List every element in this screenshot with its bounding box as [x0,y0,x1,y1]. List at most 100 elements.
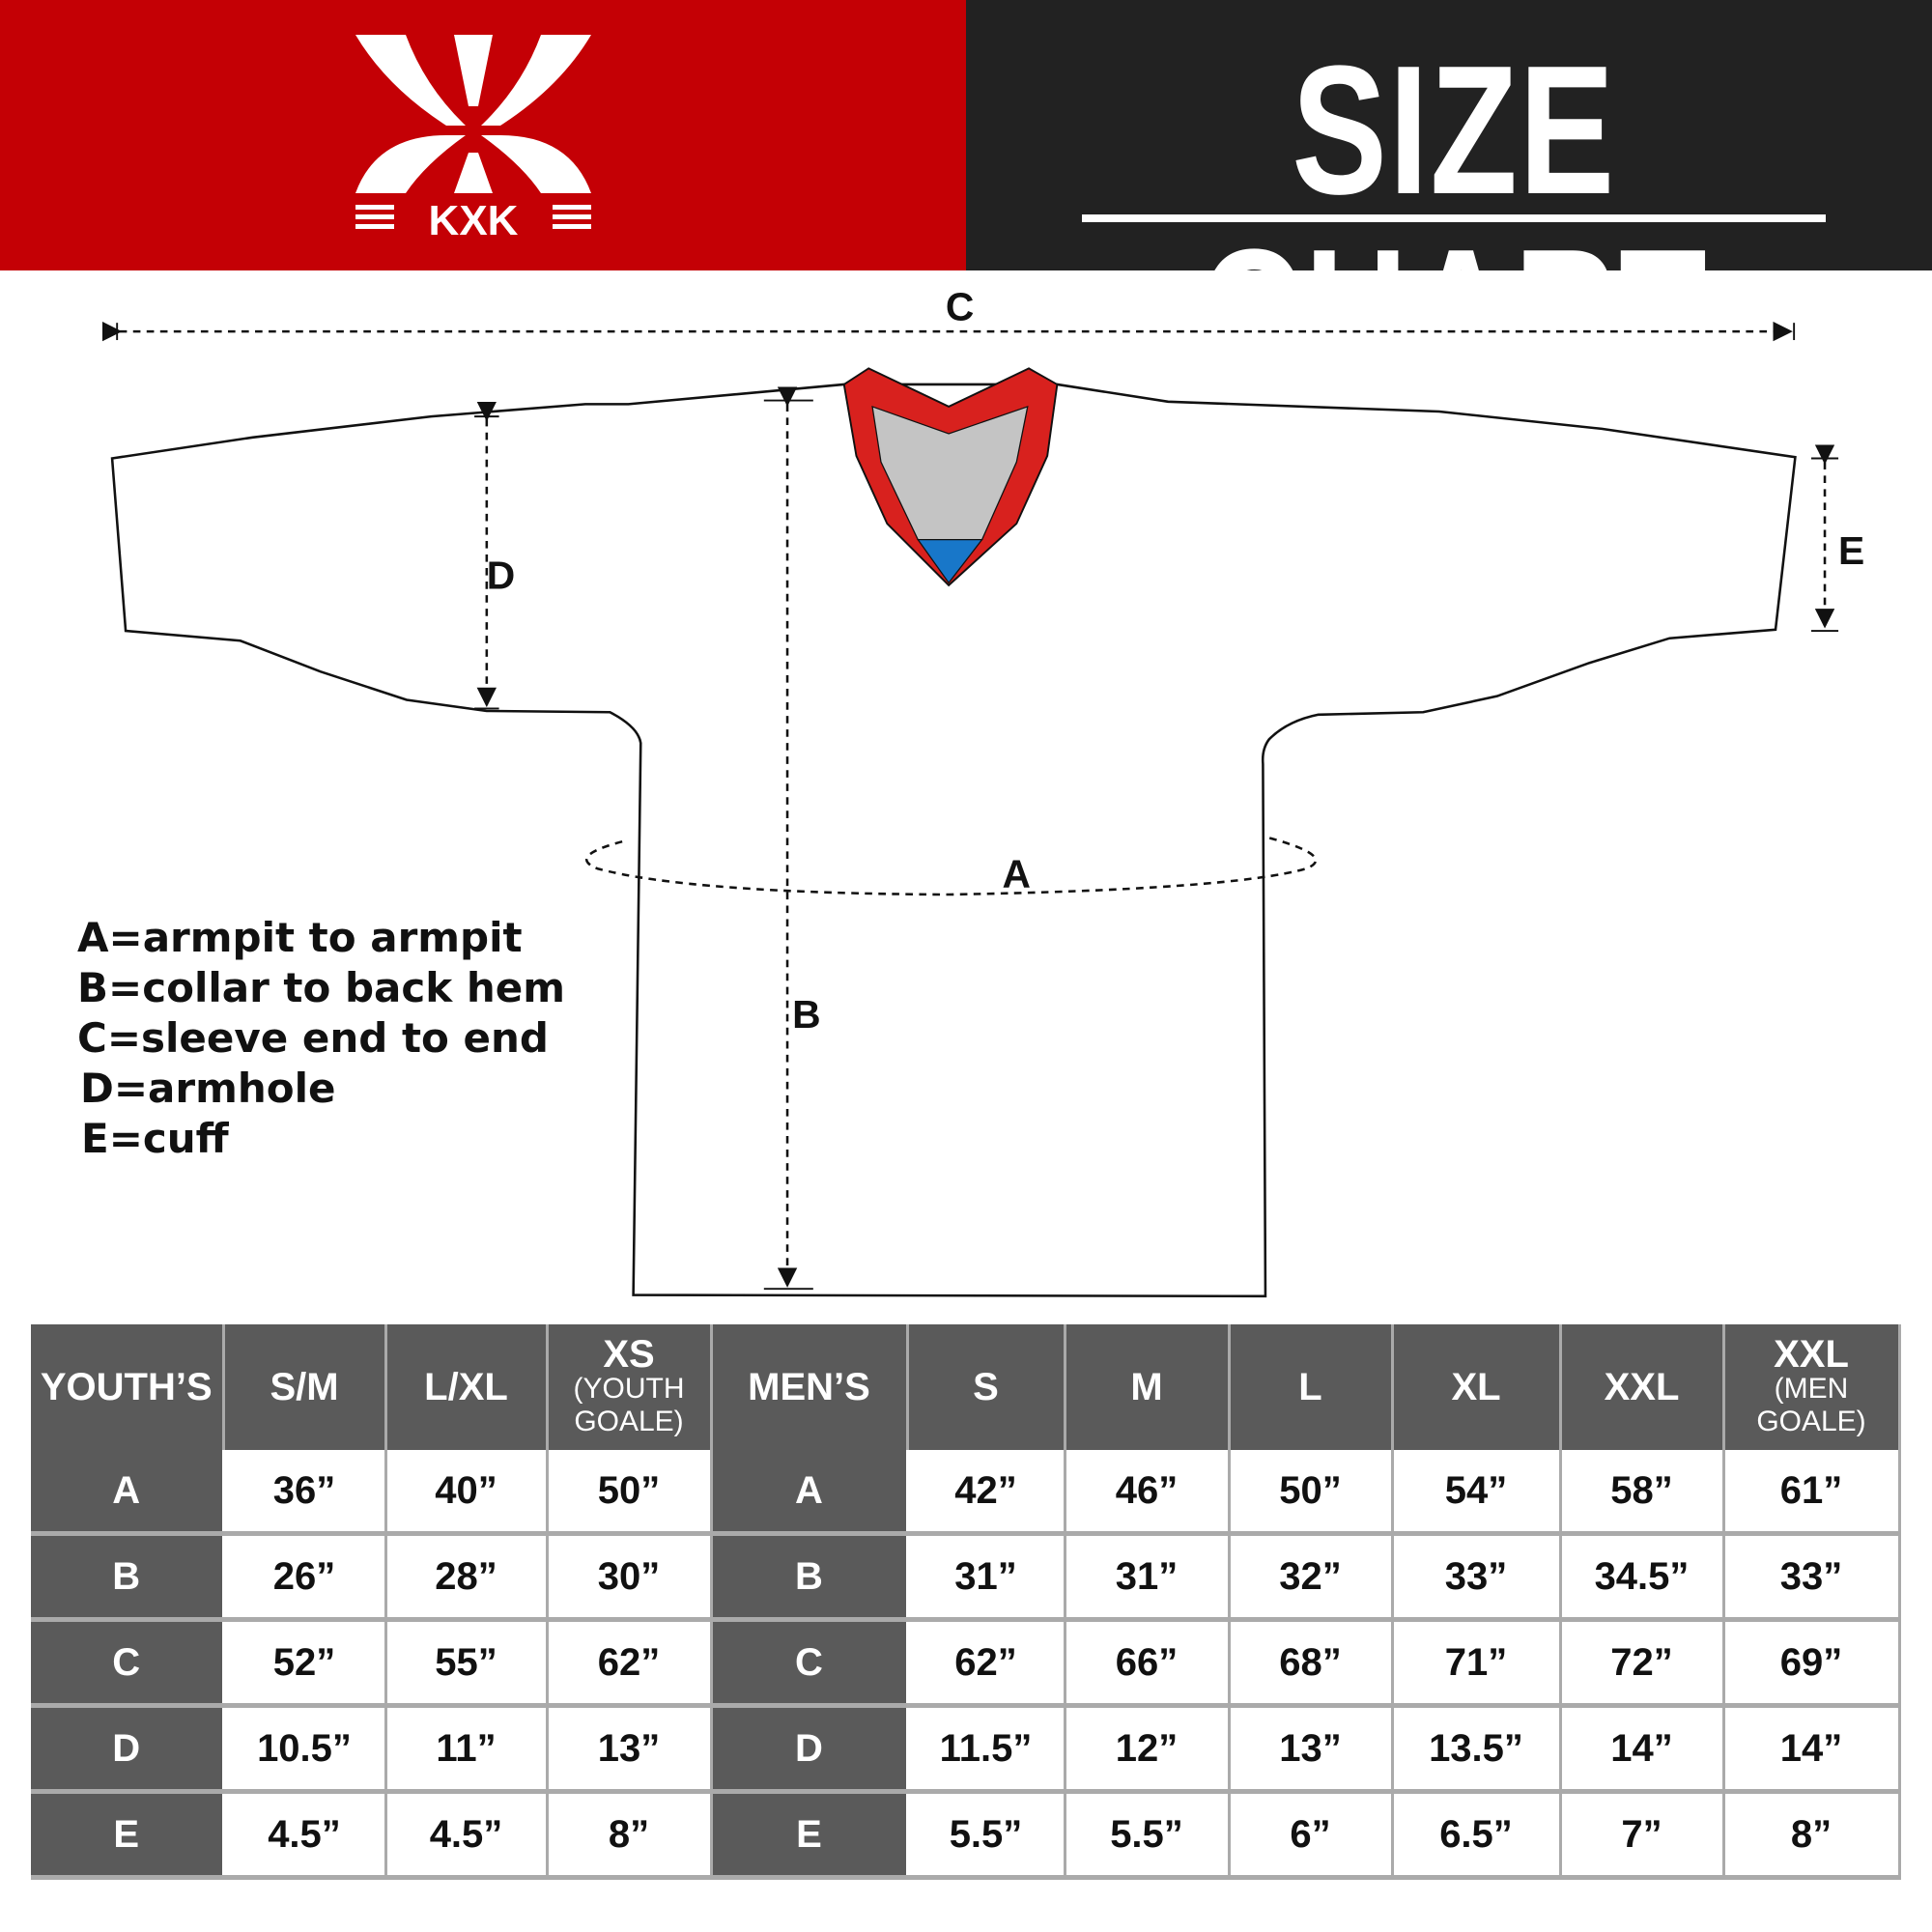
table-cell: 31” [907,1533,1066,1622]
table-cell: 11.5” [907,1705,1066,1794]
legend-item: A=armpit to armpit [77,914,523,961]
size-label: XL [1451,1366,1501,1408]
size-label: M [1130,1366,1163,1408]
table-cell: 32” [1229,1533,1394,1622]
table-cell: 10.5” [223,1705,387,1794]
label-c: C [946,285,974,329]
table-row: E 4.5” 4.5” 8” E 5.5” 5.5” 6” 6.5” 7” 8” [31,1791,1901,1880]
size-header: L/XL [385,1324,549,1450]
row-label: E [31,1791,225,1880]
row-label: E [711,1791,909,1880]
size-sublabel: (YOUTH GOALE) [573,1373,685,1437]
table-cell: 61” [1723,1450,1901,1536]
table-cell: 30” [547,1533,713,1622]
table-cell: 8” [547,1791,713,1880]
legend-item: E=cuff [81,1115,229,1162]
row-label: B [711,1533,909,1622]
table-cell: 66” [1065,1619,1231,1708]
table-cell: 50” [1229,1450,1394,1536]
table-cell: 13.5” [1392,1705,1562,1794]
table-cell: 28” [385,1533,549,1622]
table-row: A 36” 40” 50” A 42” 46” 50” 54” 58” 61” [31,1450,1901,1536]
label-b: B [792,992,820,1037]
row-label: D [31,1705,225,1794]
size-header: S [907,1324,1066,1450]
table-cell: 33” [1392,1533,1562,1622]
table-cell: 5.5” [907,1791,1066,1880]
row-label: A [711,1450,909,1536]
measurement-legend: A=armpit to armpit B=collar to back hem … [77,913,565,1164]
size-header: XXL (MEN GOALE) [1723,1324,1901,1450]
table-cell: 36” [223,1450,387,1536]
measure-a-ellipse [585,837,1318,896]
row-label: B [31,1533,225,1622]
size-header: L [1229,1324,1394,1450]
table-cell: 52” [223,1619,387,1708]
table-row: B 26” 28” 30” B 31” 31” 32” 33” 34.5” 33” [31,1533,1901,1622]
table-cell: 11” [385,1705,549,1794]
table-cell: 14” [1560,1705,1725,1794]
table-cell: 4.5” [223,1791,387,1880]
table-cell: 71” [1392,1619,1562,1708]
size-label: XS [603,1333,655,1376]
table-cell: 42” [907,1450,1066,1536]
table-cell: 55” [385,1619,549,1708]
table-cell: 14” [1723,1705,1901,1794]
table-cell: 6.5” [1392,1791,1562,1880]
logo-wordmark: KXK [429,197,519,242]
table-cell: 13” [1229,1705,1394,1794]
size-table: YOUTH’S S/M L/XL XS (YOUTH GOALE) MEN’S S M L XL X… [31,1324,1901,1880]
table-cell: 40” [385,1450,549,1536]
size-header: XXL [1560,1324,1725,1450]
page-title: SIZE CHART [1199,28,1709,416]
collar-blue-insert [917,539,983,584]
size-header: XS (YOUTH GOALE) [547,1324,713,1450]
table-cell: 34.5” [1560,1533,1725,1622]
table-row: D 10.5” 11” 13” D 11.5” 12” 13” 13.5” 14” 14” [31,1705,1901,1794]
table-cell: 7” [1560,1791,1725,1880]
table-cell: 13” [547,1705,713,1794]
size-label: L/XL [424,1366,508,1408]
row-label: C [31,1619,225,1708]
table-cell: 58” [1560,1450,1725,1536]
size-header: S/M [223,1324,387,1450]
row-label: D [711,1705,909,1794]
header-title-panel [966,0,1932,270]
table-cell: 68” [1229,1619,1394,1708]
size-label: S [973,1366,999,1408]
legend-item: B=collar to back hem [77,964,565,1011]
size-label: YOUTH’S [40,1366,213,1408]
row-label: C [711,1619,909,1708]
table-cell: 31” [1065,1533,1231,1622]
label-a: A [1003,851,1031,895]
table-header-row: YOUTH’S S/M L/XL XS (YOUTH GOALE) MEN’S S M L XL X… [31,1324,1901,1450]
collar-inner [871,405,1029,541]
table-cell: 26” [223,1533,387,1622]
table-cell: 8” [1723,1791,1901,1880]
table-cell: 54” [1392,1450,1562,1536]
table-cell: 6” [1229,1791,1394,1880]
men-header: MEN’S [711,1324,909,1450]
table-cell: 12” [1065,1705,1231,1794]
table-row: C 52” 55” 62” C 62” 66” 68” 71” 72” 69” [31,1619,1901,1708]
legend-item: C=sleeve end to end [77,1014,549,1062]
table-cell: 62” [907,1619,1066,1708]
label-e: E [1838,528,1864,573]
table-cell: 33” [1723,1533,1901,1622]
size-label: XXL [1604,1366,1680,1408]
size-label: XXL [1774,1333,1849,1376]
row-label: A [31,1450,225,1536]
size-label: L [1298,1366,1322,1408]
size-label: S/M [270,1366,339,1408]
size-header: XL [1392,1324,1562,1450]
table-cell: 4.5” [385,1791,549,1880]
jersey-outline [110,383,1797,1298]
label-d: D [487,554,515,598]
size-sublabel: (MEN GOALE) [1756,1373,1866,1437]
table-cell: 69” [1723,1619,1901,1708]
legend-item: D=armhole [80,1065,336,1112]
kxk-logo: KXK [355,35,591,242]
table-cell: 5.5” [1065,1791,1231,1880]
youth-header: YOUTH’S [31,1324,225,1450]
